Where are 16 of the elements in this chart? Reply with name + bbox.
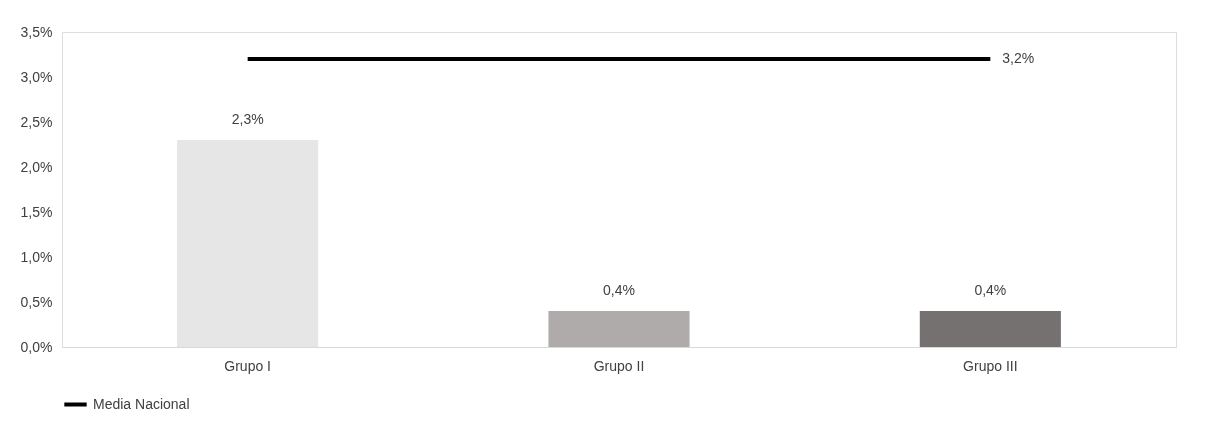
x-tick-label: Grupo I: [224, 357, 272, 374]
legend-label: Media Nacional: [93, 395, 190, 412]
y-tick-label: 2,0%: [20, 158, 53, 175]
data-label: 0,4%: [974, 282, 1007, 298]
y-tick-label: 3,5%: [20, 23, 53, 40]
data-label: 0,4%: [603, 282, 635, 298]
y-tick-label: 0,0%: [20, 338, 53, 355]
data-label: 2,3%: [231, 111, 264, 127]
y-tick-label: 1,5%: [20, 203, 53, 220]
y-tick-label: 0,5%: [20, 293, 53, 310]
data-label: 3,2%: [1002, 50, 1035, 66]
y-tick-label: 3,0%: [20, 68, 53, 85]
x-tick-label: Grupo III: [963, 357, 1018, 374]
x-tick-label: Grupo II: [593, 357, 645, 374]
y-tick-label: 2,5%: [20, 113, 53, 130]
y-tick-label: 1,0%: [20, 248, 53, 265]
